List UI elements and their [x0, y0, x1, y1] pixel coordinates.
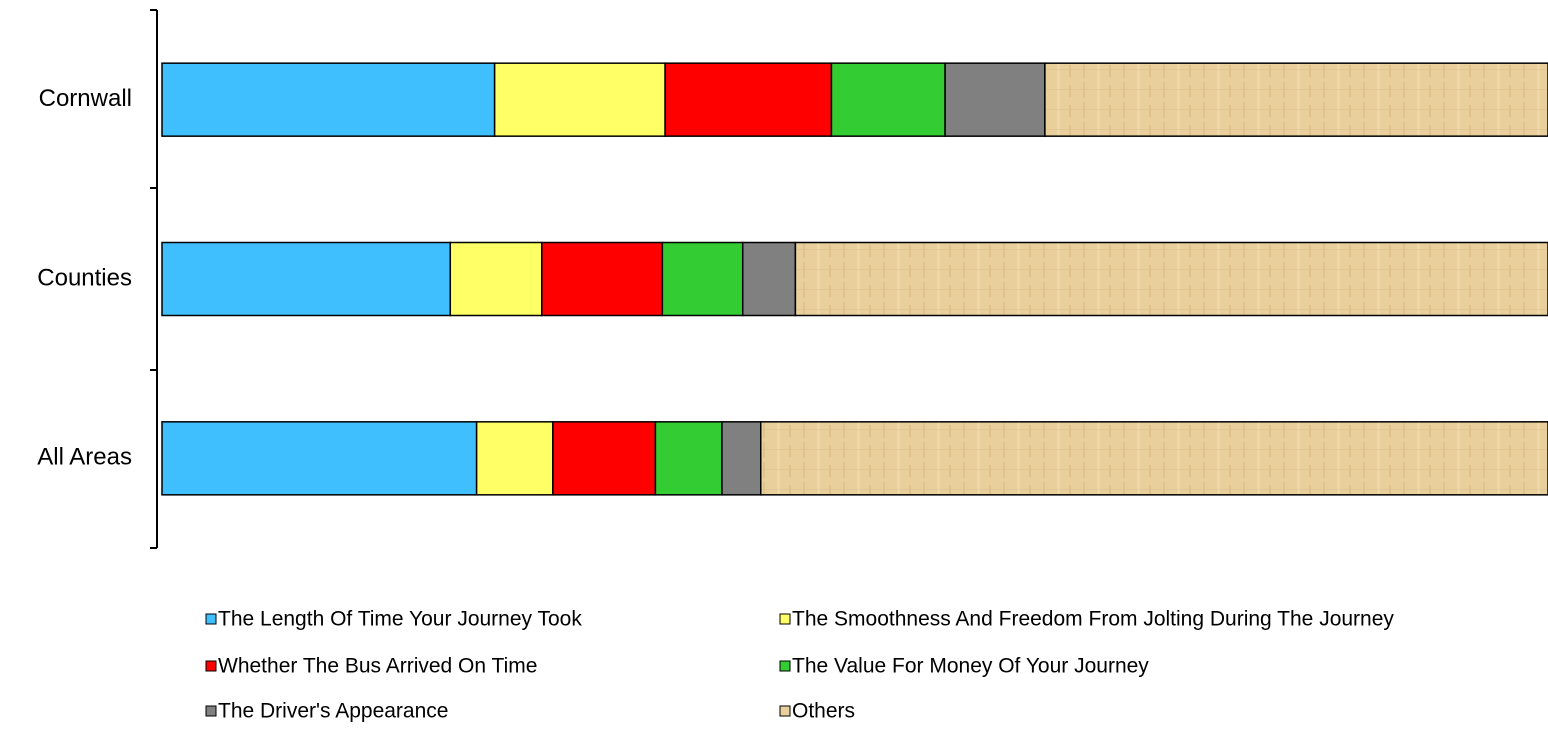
bar-segment — [1044, 62, 1548, 137]
legend-swatch — [779, 660, 791, 672]
legend-label: The Smoothness And Freedom From Jolting … — [792, 608, 1394, 631]
bar-segment — [830, 62, 946, 137]
legend-label: Others — [792, 700, 855, 723]
bar-segment — [760, 421, 1548, 496]
legend-swatch — [205, 660, 217, 672]
bar-segment — [161, 421, 478, 496]
bar-segment — [661, 241, 744, 317]
bar-segment — [161, 241, 452, 317]
bar-segment — [654, 421, 723, 496]
bar-segment — [741, 241, 797, 317]
bar-segment — [944, 62, 1046, 137]
bar-segment — [161, 62, 496, 137]
y-axis — [150, 9, 158, 549]
legend-swatch — [205, 705, 217, 717]
y-tick-label: Cornwall — [39, 85, 132, 112]
legend-label: The Value For Money Of Your Journey — [792, 655, 1149, 678]
bar-segment — [552, 421, 657, 496]
bar-segment — [475, 421, 554, 496]
legend-swatch — [205, 613, 217, 625]
legend-swatch — [779, 613, 791, 625]
y-tick-label: Counties — [37, 264, 132, 291]
bar-segment — [721, 421, 762, 496]
legend-label: The Driver's Appearance — [218, 700, 448, 723]
y-tick-label: All Areas — [37, 444, 132, 471]
bar-segment — [493, 62, 666, 137]
bar-segment — [794, 241, 1548, 317]
bar-segment — [541, 241, 664, 317]
legend-swatch — [779, 705, 791, 717]
bar-segment — [664, 62, 833, 137]
legend-label: The Length Of Time Your Journey Took — [218, 608, 582, 631]
legend-label: Whether The Bus Arrived On Time — [218, 655, 537, 678]
bar-segment — [449, 241, 543, 317]
